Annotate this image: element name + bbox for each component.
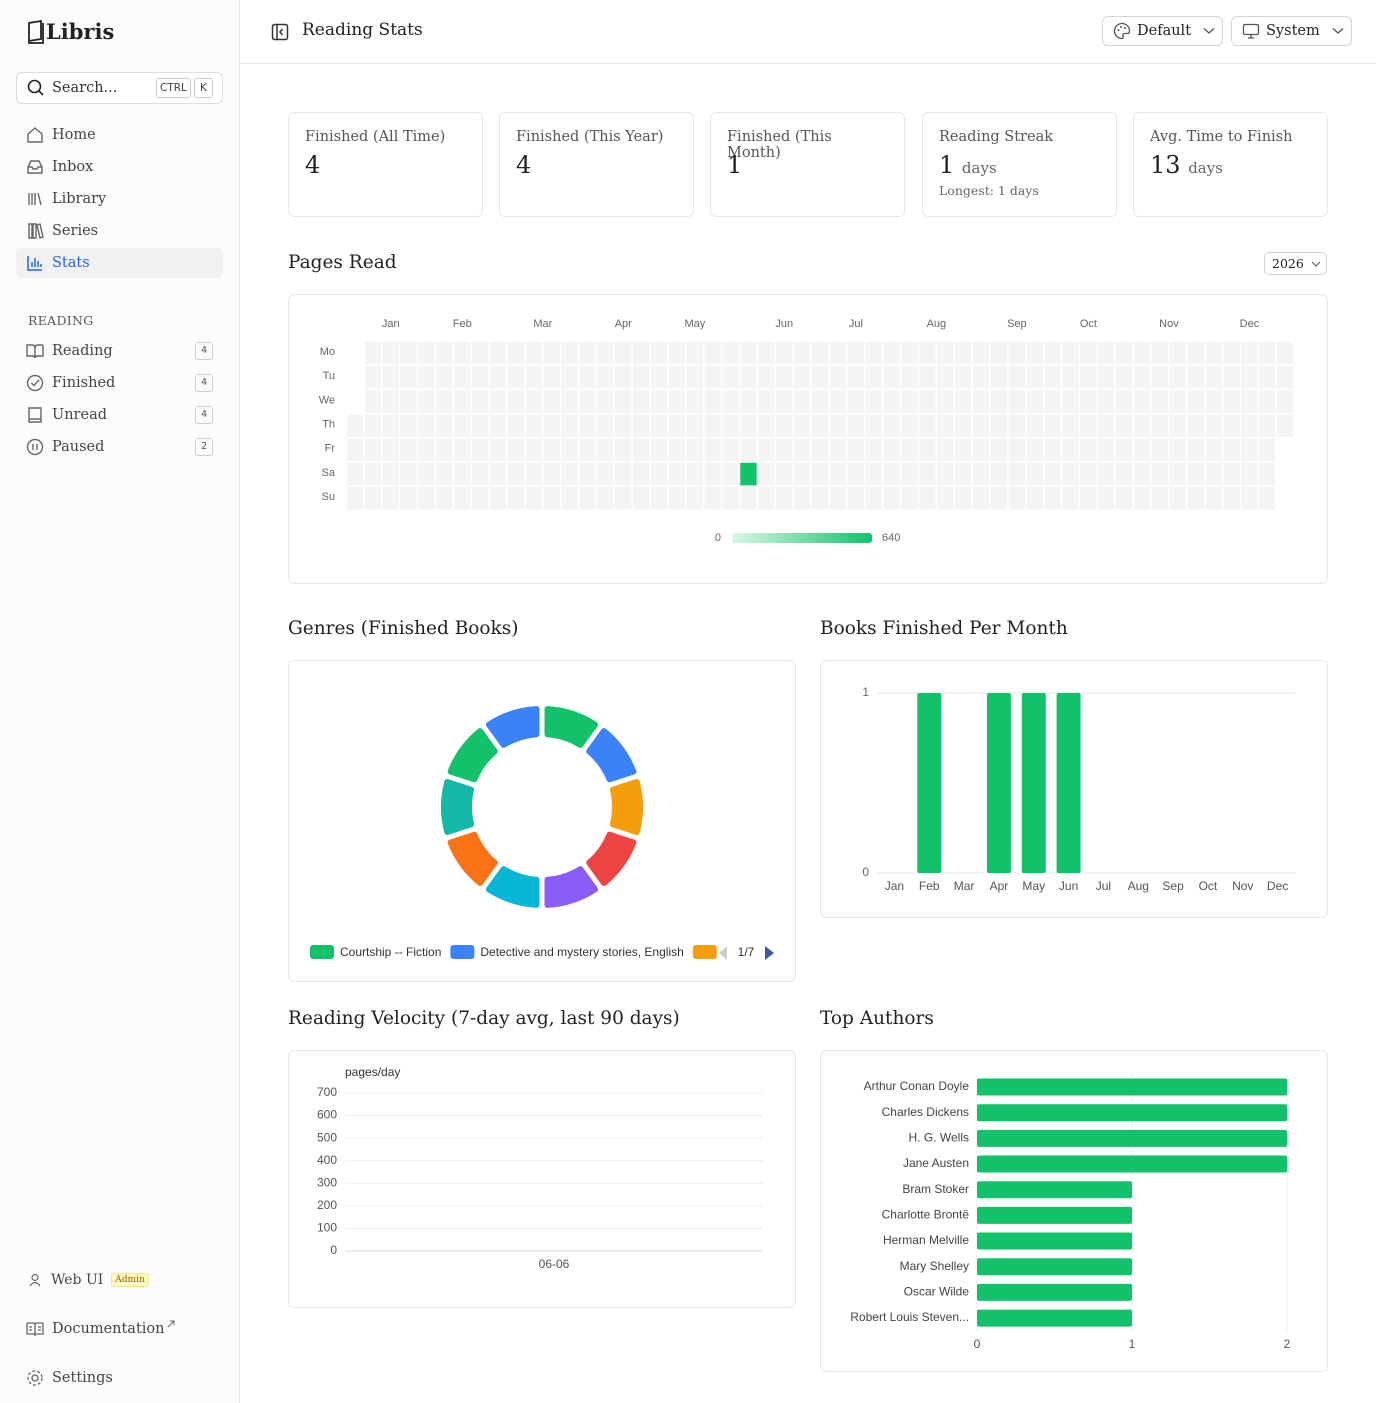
icon <box>29 1273 41 1287</box>
stat-value: 13 <box>1150 151 1181 179</box>
stat-value: 1 <box>939 151 955 179</box>
admin-badge: Admin <box>111 1273 149 1287</box>
nav-item[interactable]: Stats <box>16 248 223 278</box>
docs-link[interactable]: Documentation <box>26 1320 175 1338</box>
search-box[interactable]: Search... CTRL K <box>16 72 223 104</box>
stat-unit: days <box>961 159 997 177</box>
icon <box>1113 22 1131 40</box>
nav-label: Library <box>52 191 107 207</box>
icon <box>26 374 44 392</box>
stat-card: Reading Streak 1 days Longest: 1 days <box>922 112 1117 217</box>
nav-label: Inbox <box>52 159 94 175</box>
chevron <box>1332 28 1344 34</box>
stat-unit: days <box>1188 159 1223 177</box>
shelf-item[interactable]: Reading 4 <box>16 336 223 366</box>
web-ui-label: Web UI <box>51 1272 104 1288</box>
year-select[interactable]: 2026 <box>1264 252 1327 275</box>
nav-item[interactable]: Home <box>16 120 223 150</box>
genres-panel <box>288 660 796 982</box>
stat-card: Finished (All Time) 4 <box>288 112 483 217</box>
authors-panel <box>820 1050 1328 1372</box>
stat-card: Finished (This Year) 4 <box>499 112 694 217</box>
header: Reading Stats Default System <box>240 0 1376 64</box>
section-title: Books Finished Per Month <box>820 618 1068 639</box>
shelf-count: 4 <box>195 342 213 360</box>
stat-label: Finished (This Month) <box>727 129 832 161</box>
stat-label: Finished (All Time) <box>305 129 446 145</box>
monthly-panel <box>820 660 1328 918</box>
icon <box>28 192 42 206</box>
icon <box>28 407 42 423</box>
icon <box>27 127 43 143</box>
sidebar: Libris Search... CTRL K Home Inbox Libra… <box>0 0 240 1403</box>
nav-item[interactable]: Library <box>16 184 223 214</box>
icon <box>27 1370 43 1386</box>
nav-item[interactable]: Inbox <box>16 152 223 182</box>
stat-label: Reading Streak <box>939 129 1053 145</box>
page-title: Reading Stats <box>302 20 423 40</box>
external-icon <box>167 1320 174 1328</box>
stat-label: Avg. Time to Finish <box>1150 129 1293 145</box>
shelf-item[interactable]: Unread 4 <box>16 400 223 430</box>
kbd: K <box>194 78 213 98</box>
shelf-count: 4 <box>195 406 213 424</box>
shelf-label: Reading <box>52 343 113 359</box>
section-label: READING <box>28 313 94 328</box>
mode-label: System <box>1266 23 1320 39</box>
velocity-panel <box>288 1050 796 1308</box>
shelf-label: Finished <box>52 375 116 391</box>
stat-value: 4 <box>305 151 321 179</box>
chevron <box>1203 28 1215 34</box>
nav-item[interactable]: Series <box>16 216 223 246</box>
shelf-item[interactable]: Paused 2 <box>16 432 223 462</box>
theme-label: Default <box>1137 23 1192 39</box>
stat-card: Finished (This Month) 1 <box>710 112 905 217</box>
icon <box>27 160 43 174</box>
shelf-count: 4 <box>195 374 213 392</box>
stat-note: Longest: 1 days <box>939 183 1039 198</box>
icon <box>1242 23 1260 39</box>
icon <box>28 223 44 239</box>
icon <box>26 1322 44 1336</box>
shelf-count: 2 <box>195 438 213 456</box>
brand-icon <box>28 19 44 44</box>
nav-label: Home <box>52 127 96 143</box>
web-ui-link[interactable]: Web UI Admin <box>28 1272 149 1288</box>
shelf-label: Unread <box>52 407 107 423</box>
search-icon <box>27 79 44 96</box>
stat-value: 4 <box>516 151 532 179</box>
chevron <box>1311 261 1321 267</box>
mode-select[interactable]: System <box>1231 16 1352 46</box>
section-title: Pages Read <box>288 252 397 273</box>
kbd: CTRL <box>156 78 191 98</box>
section-title: Top Authors <box>820 1008 934 1029</box>
nav-label: Stats <box>52 255 90 271</box>
icon <box>26 344 44 359</box>
sidebar-toggle[interactable] <box>271 23 289 41</box>
icon <box>26 438 44 456</box>
brand-name: Libris <box>46 19 115 44</box>
theme-select[interactable]: Default <box>1102 16 1223 46</box>
search-placeholder: Search... <box>52 80 118 96</box>
heatmap-panel <box>288 294 1328 584</box>
stat-card: Avg. Time to Finish 13 days <box>1133 112 1328 217</box>
brand[interactable]: Libris <box>26 19 114 44</box>
docs-label: Documentation <box>52 1321 165 1337</box>
shelf-label: Paused <box>52 439 105 455</box>
shelf-item[interactable]: Finished 4 <box>16 368 223 398</box>
year-label: 2026 <box>1272 256 1304 271</box>
icon <box>27 256 42 271</box>
section-title: Genres (Finished Books) <box>288 618 519 639</box>
stat-label: Finished (This Year) <box>516 129 664 145</box>
settings-link[interactable]: Settings <box>26 1369 113 1387</box>
settings-label: Settings <box>52 1370 113 1386</box>
stat-value: 1 <box>727 151 743 179</box>
nav-label: Series <box>52 223 99 239</box>
section-title: Reading Velocity (7-day avg, last 90 day… <box>288 1008 680 1029</box>
